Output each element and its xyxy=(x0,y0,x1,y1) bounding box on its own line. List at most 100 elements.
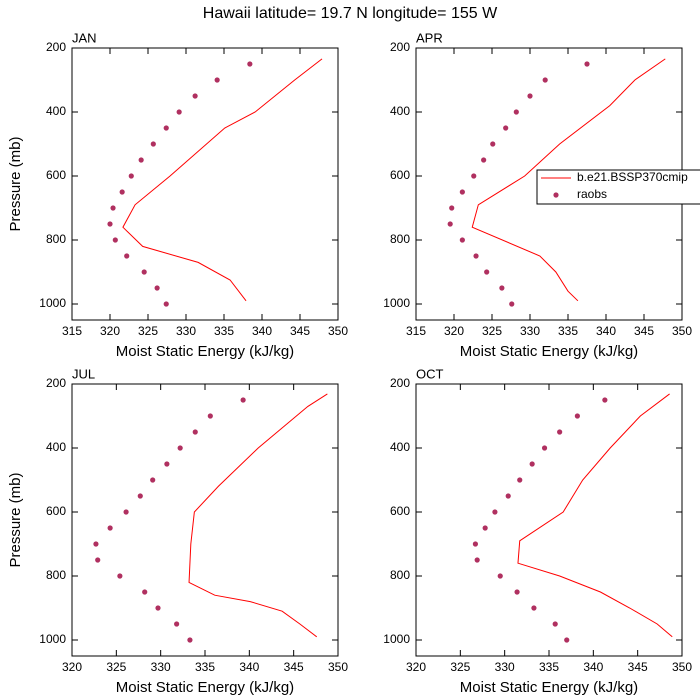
panel-title: APR xyxy=(416,30,443,45)
raob-point xyxy=(164,461,170,467)
y-axis-label: Pressure (mb) xyxy=(7,472,24,567)
model-line xyxy=(517,393,673,638)
raob-point xyxy=(474,557,480,563)
x-tick-label: 330 xyxy=(495,660,515,674)
raob-point xyxy=(531,605,537,611)
raob-point xyxy=(137,493,143,499)
x-tick-label: 345 xyxy=(290,324,310,338)
x-tick-label: 350 xyxy=(328,324,348,338)
y-tick-label: 600 xyxy=(46,504,66,518)
raob-point xyxy=(150,141,156,147)
raob-point xyxy=(481,157,487,163)
raob-point xyxy=(509,301,515,307)
raob-point xyxy=(163,301,169,307)
raob-point xyxy=(584,61,590,67)
x-axis-label: Moist Static Energy (kJ/kg) xyxy=(460,343,638,360)
y-tick-label: 800 xyxy=(46,232,66,246)
raob-point xyxy=(602,397,608,403)
y-tick-label: 200 xyxy=(46,40,66,54)
y-tick-label: 400 xyxy=(390,440,410,454)
raob-point xyxy=(163,125,169,131)
x-tick-label: 325 xyxy=(106,660,126,674)
raob-point xyxy=(214,77,220,83)
x-tick-label: 350 xyxy=(672,660,692,674)
raob-point xyxy=(117,573,123,579)
raob-point xyxy=(503,125,509,131)
x-tick-label: 315 xyxy=(406,324,426,338)
x-tick-label: 335 xyxy=(539,660,559,674)
figure-title: Hawaii latitude= 19.7 N longitude= 155 W xyxy=(203,5,498,22)
raob-point xyxy=(155,605,161,611)
x-axis-label: Moist Static Energy (kJ/kg) xyxy=(460,679,638,696)
raob-point xyxy=(174,621,180,627)
raob-point xyxy=(447,221,453,227)
raob-point xyxy=(176,109,182,115)
raob-point xyxy=(459,189,465,195)
raob-point xyxy=(177,445,183,451)
raob-point xyxy=(449,205,455,211)
model-line xyxy=(471,58,666,302)
raob-point xyxy=(499,285,505,291)
raob-point xyxy=(95,557,101,563)
raob-point xyxy=(472,541,479,547)
raob-point xyxy=(459,237,465,243)
raob-point xyxy=(513,109,519,115)
legend-label: raobs xyxy=(577,187,607,201)
y-tick-label: 1000 xyxy=(39,632,66,646)
raob-point xyxy=(128,173,134,179)
x-tick-label: 340 xyxy=(239,660,259,674)
raob-point xyxy=(574,413,580,419)
raob-point xyxy=(93,541,99,547)
x-tick-label: 325 xyxy=(450,660,470,674)
raob-point xyxy=(490,141,496,147)
raob-point xyxy=(471,173,477,179)
raob-point xyxy=(138,157,144,163)
y-tick-label: 400 xyxy=(46,104,66,118)
raob-point xyxy=(119,189,125,195)
raob-point xyxy=(552,621,558,627)
x-tick-label: 330 xyxy=(151,660,171,674)
panel-title: JUL xyxy=(72,366,95,381)
raob-point xyxy=(542,77,548,83)
raob-point xyxy=(107,525,113,531)
panel-title: OCT xyxy=(416,366,444,381)
raob-point xyxy=(541,445,548,451)
y-tick-label: 800 xyxy=(46,568,66,582)
raob-point xyxy=(112,237,118,243)
y-tick-label: 200 xyxy=(390,376,410,390)
raob-point xyxy=(142,589,148,595)
plot-frame xyxy=(71,47,339,321)
y-tick-label: 800 xyxy=(390,568,410,582)
model-line xyxy=(188,393,328,638)
raob-point xyxy=(154,285,160,291)
raob-point xyxy=(484,269,490,275)
y-tick-label: 1000 xyxy=(383,632,410,646)
y-tick-label: 400 xyxy=(46,440,66,454)
legend-box xyxy=(536,169,700,205)
plot-frame xyxy=(71,383,339,657)
x-tick-label: 320 xyxy=(406,660,426,674)
raob-point xyxy=(240,397,246,403)
x-tick-label: 330 xyxy=(176,324,196,338)
y-tick-label: 1000 xyxy=(383,296,410,310)
legend-label: b.e21.BSSP370cmip xyxy=(577,170,688,184)
raob-point xyxy=(123,509,129,515)
raob-point xyxy=(505,493,511,499)
x-tick-label: 325 xyxy=(482,324,502,338)
raob-point xyxy=(529,461,535,467)
y-tick-label: 800 xyxy=(390,232,410,246)
raob-point xyxy=(527,93,533,99)
raob-point xyxy=(207,413,213,419)
x-tick-label: 340 xyxy=(596,324,616,338)
model-line xyxy=(122,58,323,302)
x-tick-label: 335 xyxy=(214,324,234,338)
raob-point xyxy=(247,61,253,67)
x-tick-label: 315 xyxy=(62,324,82,338)
y-tick-label: 400 xyxy=(390,104,410,118)
x-tick-label: 340 xyxy=(583,660,603,674)
raob-point xyxy=(124,253,130,259)
x-axis-label: Moist Static Energy (kJ/kg) xyxy=(116,343,294,360)
x-tick-label: 320 xyxy=(100,324,120,338)
raob-point xyxy=(192,429,198,435)
